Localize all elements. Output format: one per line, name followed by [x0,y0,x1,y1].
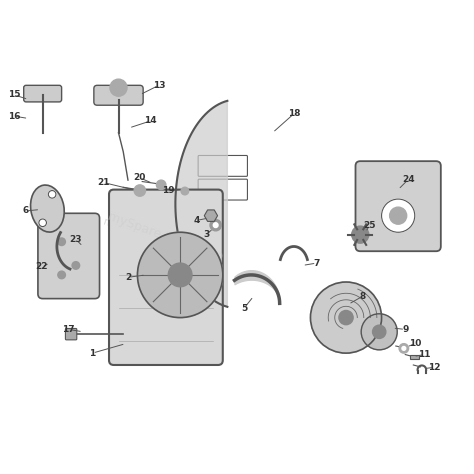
Text: 15: 15 [8,91,20,99]
Circle shape [72,262,80,269]
Text: 9: 9 [402,325,409,334]
Circle shape [399,344,409,353]
FancyBboxPatch shape [94,85,143,105]
FancyBboxPatch shape [356,161,441,251]
FancyBboxPatch shape [38,213,100,299]
Text: 20: 20 [134,173,146,182]
Circle shape [402,346,406,350]
Circle shape [137,232,223,318]
Circle shape [134,185,146,196]
Circle shape [310,282,382,353]
Text: 25: 25 [364,221,376,229]
Text: 4: 4 [193,216,200,225]
Text: 23: 23 [70,235,82,244]
Circle shape [361,314,397,350]
FancyBboxPatch shape [109,190,223,365]
Text: 7: 7 [313,259,320,267]
Circle shape [382,199,415,232]
Text: 12: 12 [428,363,440,372]
Text: 18: 18 [288,109,300,118]
Circle shape [168,263,192,287]
Bar [410,355,419,359]
Text: 19: 19 [162,186,174,195]
FancyBboxPatch shape [24,85,62,102]
Text: 24: 24 [402,175,415,183]
Polygon shape [175,101,228,307]
Circle shape [156,180,166,190]
Text: 8: 8 [359,292,366,301]
Circle shape [110,79,127,96]
Text: 16: 16 [8,112,20,120]
Text: 5: 5 [241,304,247,312]
Polygon shape [204,210,218,221]
Text: 21: 21 [97,178,109,187]
FancyBboxPatch shape [198,155,247,176]
Circle shape [339,310,353,325]
Circle shape [39,219,46,227]
Circle shape [58,238,65,246]
Text: 6: 6 [23,207,29,215]
Circle shape [58,271,65,279]
Text: 22: 22 [36,263,48,271]
Text: 14: 14 [145,117,157,125]
Text: 2: 2 [125,273,131,282]
Circle shape [181,187,189,195]
Text: 11: 11 [419,350,431,359]
Circle shape [352,226,369,243]
Text: 10: 10 [409,339,421,348]
Text: 17: 17 [63,325,75,334]
Ellipse shape [30,185,64,232]
Circle shape [210,219,221,231]
Text: mySpare Parts.com: mySpare Parts.com [102,217,201,257]
Text: 3: 3 [203,230,210,239]
Circle shape [390,207,407,224]
FancyBboxPatch shape [198,179,247,200]
Circle shape [373,325,386,338]
Circle shape [213,223,218,228]
Text: 1: 1 [89,349,96,357]
Text: mySpare Parts.com: mySpare Parts.com [107,210,225,264]
FancyBboxPatch shape [65,328,77,340]
Circle shape [48,191,56,198]
Text: 13: 13 [153,81,165,90]
